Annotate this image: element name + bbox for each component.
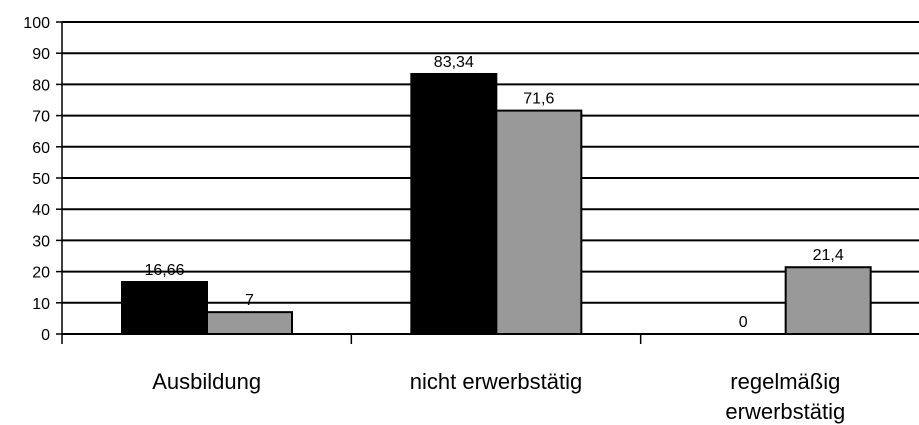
labels: 0 10 20 30 40 50 60 70 80 90 100 16,66 83,34 0 7 71,6 21… [23,15,845,424]
y-tick-label: 70 [32,109,50,126]
y-tick-label: 50 [32,171,50,188]
y-tick-label: 80 [32,77,50,94]
bars [121,72,872,336]
category-label: Ausbildung [152,369,261,394]
category-label-line: regelmäßig [730,369,840,394]
category-label: regelmäßig erwerbstätig [725,369,845,424]
bar [495,109,583,335]
y-tick-label: 10 [32,296,50,313]
data-label: 83,34 [434,54,474,71]
axes [56,21,642,344]
bar [410,72,498,336]
bar [784,266,872,335]
y-tick-label: 60 [32,140,50,157]
y-tick-label: 0 [41,327,50,344]
data-label: 71,6 [523,91,554,108]
y-tick-label: 20 [32,265,50,282]
category-label: nicht erwerbstätig [410,369,582,394]
data-label: 7 [245,292,254,309]
data-label: 16,66 [144,262,184,279]
bar [206,311,293,336]
data-label: 21,4 [813,247,844,264]
y-tick-label: 40 [32,202,50,219]
y-tick-label: 100 [23,15,50,32]
category-label-line: nicht erwerbstätig [410,369,582,394]
category-label-line: erwerbstätig [725,399,845,424]
bar [121,281,208,336]
y-tick-label: 30 [32,233,50,250]
category-label-line: Ausbildung [152,369,261,394]
data-label: 0 [739,314,748,331]
y-tick-label: 90 [32,46,50,63]
